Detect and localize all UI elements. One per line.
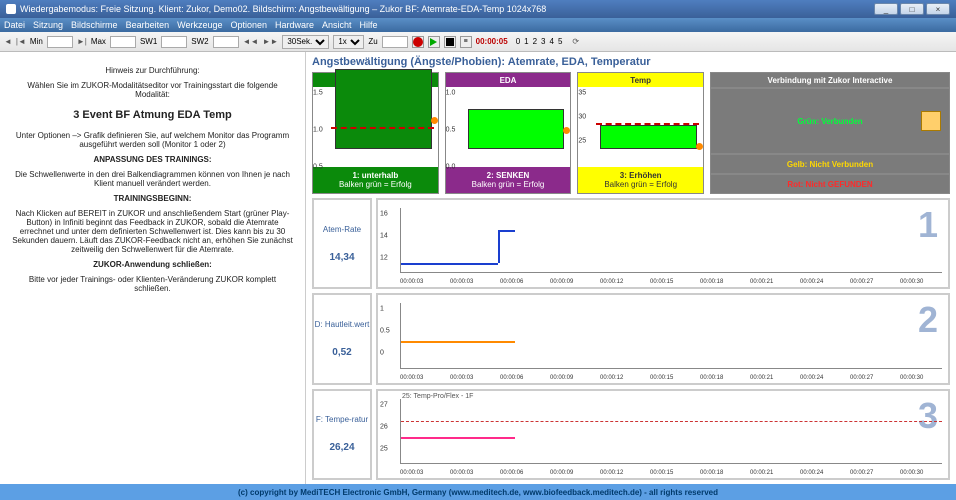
titlebar: Wiedergabemodus: Freie Sitzung. Klient: … <box>0 0 956 18</box>
back-icon[interactable]: ◄ <box>4 37 12 46</box>
max-label: Max <box>91 37 106 46</box>
pause-button[interactable]: ≡ <box>460 36 472 48</box>
close-button[interactable]: × <box>926 3 950 15</box>
min-label: Min <box>30 37 43 46</box>
c0: 0 <box>516 37 520 46</box>
menu-hardware[interactable]: Hardware <box>275 20 314 30</box>
menu-sitzung[interactable]: Sitzung <box>33 20 63 30</box>
menu-ansicht[interactable]: Ansicht <box>322 20 352 30</box>
lane-2: F: Tempe-ratur26,24325: Temp-Pro/Flex - … <box>312 389 950 480</box>
p4: Bitte vor jeder Trainings- oder Klienten… <box>10 275 295 293</box>
c3: 3 <box>541 37 545 46</box>
chartbox-eda: EDA1.00.50.02: SENKENBalken grün = Erfol… <box>445 72 572 194</box>
status-panel: Verbindung mit Zukor InteractiveGrün: Ve… <box>710 72 950 194</box>
stop-button[interactable] <box>444 36 456 48</box>
maximize-button[interactable]: □ <box>900 3 924 15</box>
max-input[interactable] <box>110 36 136 48</box>
play-button[interactable] <box>428 36 440 48</box>
sw1-input[interactable] <box>161 36 187 48</box>
menu-bildschirme[interactable]: Bildschirme <box>71 20 118 30</box>
lane-1: D: Hautleit.wert0,52210.5000:00:0300:00:… <box>312 293 950 384</box>
sw2-input[interactable] <box>213 36 239 48</box>
time-display: 00:00:05 <box>476 37 508 46</box>
mult-select[interactable]: 1x <box>333 35 364 49</box>
menu-hilfe[interactable]: Hilfe <box>360 20 378 30</box>
app-icon <box>6 4 16 14</box>
menu-datei[interactable]: Datei <box>4 20 25 30</box>
sek-select[interactable]: 30Sek. <box>282 35 329 49</box>
chartbox-temp: Temp3530253: ErhöhenBalken grün = Erfolg <box>577 72 704 194</box>
left-title: 3 Event BF Atmung EDA Temp <box>10 109 295 121</box>
zu-label: Zu <box>368 37 377 46</box>
menubar: Datei Sitzung Bildschirme Bearbeiten Wer… <box>0 18 956 32</box>
menu-werkzeuge[interactable]: Werkzeuge <box>177 20 222 30</box>
chartbox-atemrate: Atemrate1.51.00.51: unterhalbBalken grün… <box>312 72 439 194</box>
sw2-label: SW2 <box>191 37 208 46</box>
h3: TRAININGSBEGINN: <box>10 194 295 203</box>
footer: (c) copyright by MediTECH Electronic Gmb… <box>0 484 956 500</box>
c1: 1 <box>524 37 528 46</box>
p1: Unter Optionen –> Grafik definieren Sie,… <box>10 131 295 149</box>
window-title: Wiedergabemodus: Freie Sitzung. Klient: … <box>20 4 546 14</box>
h2: ANPASSUNG DES TRAININGS: <box>10 155 295 164</box>
c5: 5 <box>558 37 562 46</box>
menu-bearbeiten[interactable]: Bearbeiten <box>126 20 170 30</box>
c2: 2 <box>533 37 537 46</box>
toolbar: ◄ |◄ Min ►| Max SW1 SW2 ◄◄►► 30Sek. 1x Z… <box>0 32 956 52</box>
p2: Die Schwellenwerte in den drei Balkendia… <box>10 170 295 188</box>
hint1: Hinweis zur Durchführung: <box>10 66 295 75</box>
menu-optionen[interactable]: Optionen <box>230 20 267 30</box>
p3: Nach Klicken auf BEREIT in ZUKOR und ans… <box>10 209 295 254</box>
c4: 4 <box>550 37 554 46</box>
instructions-panel: Hinweis zur Durchführung: Wählen Sie im … <box>0 52 306 484</box>
zu-input[interactable] <box>382 36 408 48</box>
minimize-button[interactable]: _ <box>874 3 898 15</box>
sw1-label: SW1 <box>140 37 157 46</box>
hint2: Wählen Sie im ZUKOR-Modalitätseditor vor… <box>10 81 295 99</box>
min-input[interactable] <box>47 36 73 48</box>
h4: ZUKOR-Anwendung schließen: <box>10 260 295 269</box>
lane-0: Atem-Rate14,34116141200:00:0300:00:0300:… <box>312 198 950 289</box>
record-button[interactable] <box>412 36 424 48</box>
